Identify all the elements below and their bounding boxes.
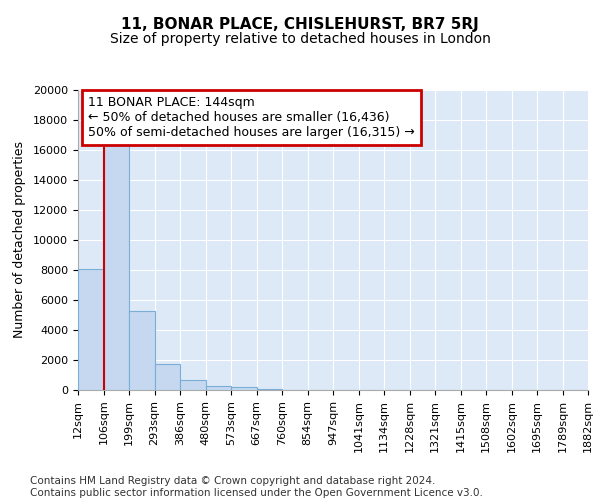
Bar xyxy=(129,310,155,390)
Bar xyxy=(78,268,104,390)
Text: 11, BONAR PLACE, CHISLEHURST, BR7 5RJ: 11, BONAR PLACE, CHISLEHURST, BR7 5RJ xyxy=(121,18,479,32)
Bar xyxy=(180,380,205,390)
Text: Size of property relative to detached houses in London: Size of property relative to detached ho… xyxy=(110,32,490,46)
Text: 11 BONAR PLACE: 144sqm
← 50% of detached houses are smaller (16,436)
50% of semi: 11 BONAR PLACE: 144sqm ← 50% of detached… xyxy=(88,96,415,139)
Y-axis label: Number of detached properties: Number of detached properties xyxy=(13,142,26,338)
Bar xyxy=(231,388,257,390)
Bar xyxy=(205,386,231,390)
Text: Contains HM Land Registry data © Crown copyright and database right 2024.
Contai: Contains HM Land Registry data © Crown c… xyxy=(30,476,483,498)
Bar xyxy=(104,141,129,390)
Bar xyxy=(257,388,282,390)
Bar xyxy=(155,364,180,390)
